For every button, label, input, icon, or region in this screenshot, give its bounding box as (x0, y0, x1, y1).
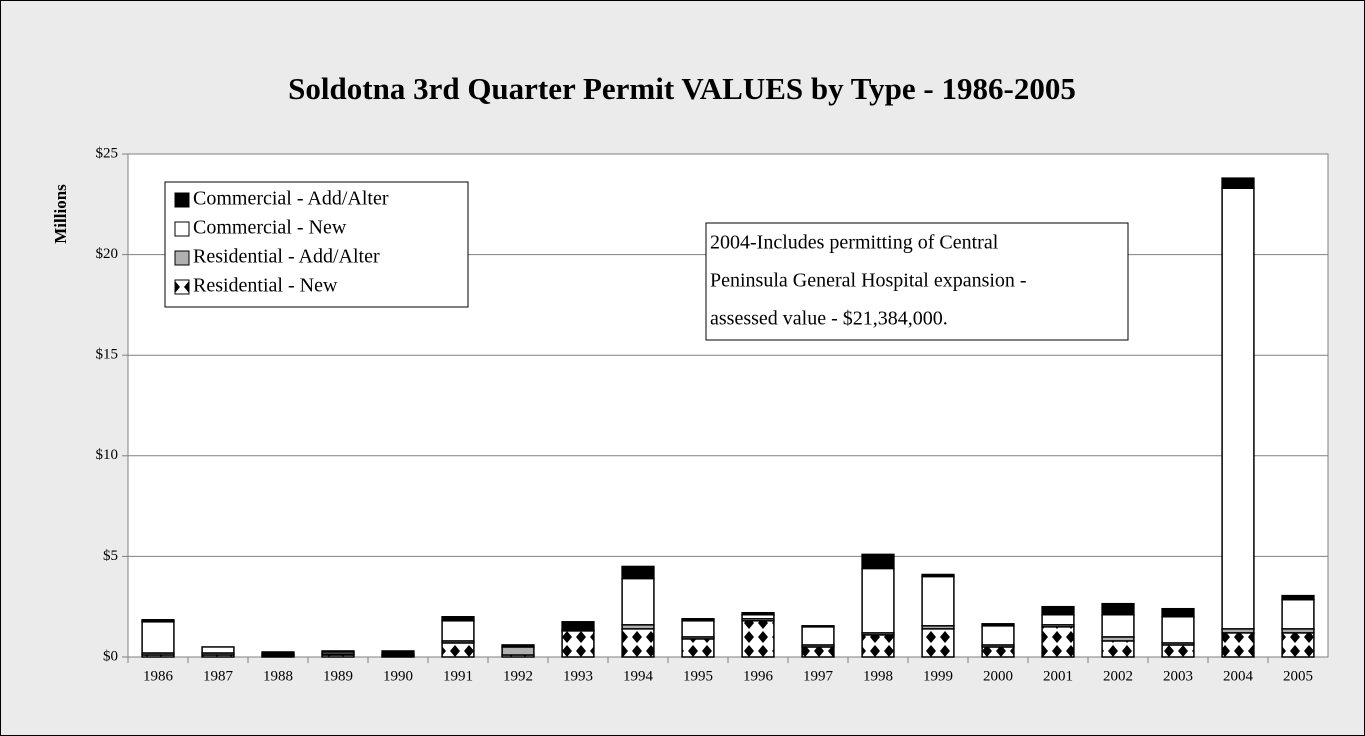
bar-segment (741, 620, 775, 658)
x-tick-label: 1996 (743, 668, 774, 684)
x-tick-label: 2005 (1283, 668, 1313, 684)
bar-segment (861, 567, 895, 634)
x-tick-label: 1988 (263, 668, 293, 684)
x-tick-label: 2001 (1043, 668, 1073, 684)
bar-segment (1221, 632, 1255, 658)
bar-segment (201, 646, 235, 654)
annotation-text: 2004-Includes permitting of Central (710, 232, 999, 254)
y-tick-label: $5 (103, 548, 118, 564)
x-tick-label: 1991 (443, 668, 473, 684)
annotation-text: assessed value - $21,384,000. (710, 308, 948, 330)
legend-label: Commercial - New (193, 217, 347, 239)
bar-segment (1221, 187, 1255, 630)
bar-segment (1281, 632, 1315, 658)
x-tick-label: 1987 (203, 668, 234, 684)
x-tick-label: 1989 (323, 668, 353, 684)
x-tick-label: 1993 (563, 668, 593, 684)
legend-swatch (174, 250, 190, 266)
bar-segment (261, 651, 295, 655)
bar-segment (681, 620, 715, 638)
bar-segment (801, 626, 835, 646)
bar-segment (561, 630, 595, 658)
x-tick-label: 1994 (623, 668, 654, 684)
bar-segment (501, 644, 535, 648)
y-tick-label: $10 (96, 447, 119, 463)
bar-segment (441, 620, 475, 642)
bar-segment (621, 577, 655, 626)
bar-segment (621, 628, 655, 658)
bar-segment (681, 618, 715, 622)
bar-segment (1101, 602, 1135, 616)
legend-swatch (174, 192, 190, 208)
y-tick-label: $0 (103, 648, 118, 664)
bar-segment (141, 619, 175, 623)
bar-segment (981, 646, 1015, 658)
x-tick-label: 1990 (383, 668, 413, 684)
bar-segment (1161, 616, 1195, 644)
bar-segment (441, 642, 475, 658)
bar-segment (1101, 640, 1135, 658)
chart-title: Soldotna 3rd Quarter Permit VALUES by Ty… (288, 71, 1076, 106)
bar-segment (801, 646, 835, 658)
legend-label: Commercial - Add/Alter (193, 188, 389, 210)
legend-swatch (174, 221, 190, 237)
bar-segment (1101, 613, 1135, 638)
bar-segment (861, 634, 895, 658)
x-tick-label: 1998 (863, 668, 893, 684)
bar-segment (981, 625, 1015, 646)
bar-segment (1161, 644, 1195, 658)
x-tick-label: 2003 (1163, 668, 1193, 684)
bar-segment (561, 621, 595, 631)
x-tick-label: 1999 (923, 668, 953, 684)
bar-segment (1281, 594, 1315, 601)
bar-segment (1221, 177, 1255, 189)
x-tick-label: 2000 (983, 668, 1013, 684)
bar-segment (921, 573, 955, 578)
legend-label: Residential - Add/Alter (193, 246, 380, 268)
bar-segment (981, 623, 1015, 627)
x-tick-label: 2002 (1103, 668, 1133, 684)
y-axis-label: Millions (51, 184, 70, 244)
y-tick-label: $20 (96, 246, 119, 262)
bar-segment (861, 553, 895, 570)
bar-segment (921, 575, 955, 627)
legend-label: Residential - New (193, 275, 338, 297)
bar-segment (741, 611, 775, 616)
x-tick-label: 1986 (143, 668, 174, 684)
bar-segment (141, 621, 175, 654)
bar-segment (621, 565, 655, 580)
x-tick-label: 2004 (1223, 668, 1254, 684)
y-tick-label: $15 (96, 347, 119, 363)
bar-segment (681, 638, 715, 658)
x-tick-label: 1992 (503, 668, 533, 684)
x-tick-label: 1995 (683, 668, 713, 684)
bar-segment (1161, 607, 1195, 618)
y-tick-label: $25 (96, 145, 119, 161)
bar-segment (1281, 598, 1315, 630)
bar-segment (381, 650, 415, 655)
x-tick-label: 1997 (803, 668, 834, 684)
bar-segment (1041, 613, 1075, 626)
bar-segment (921, 628, 955, 658)
legend-swatch (174, 279, 190, 295)
annotation-box (705, 222, 1129, 341)
bar-segment (1041, 605, 1075, 616)
bar-segment (441, 616, 475, 622)
bar-segment (801, 625, 835, 628)
bar-segment (1041, 626, 1075, 658)
annotation-text: Peninsula General Hospital expansion - (710, 270, 1027, 292)
legend-box (164, 181, 469, 308)
bar-segment (501, 646, 535, 656)
bar-segment (321, 650, 355, 653)
